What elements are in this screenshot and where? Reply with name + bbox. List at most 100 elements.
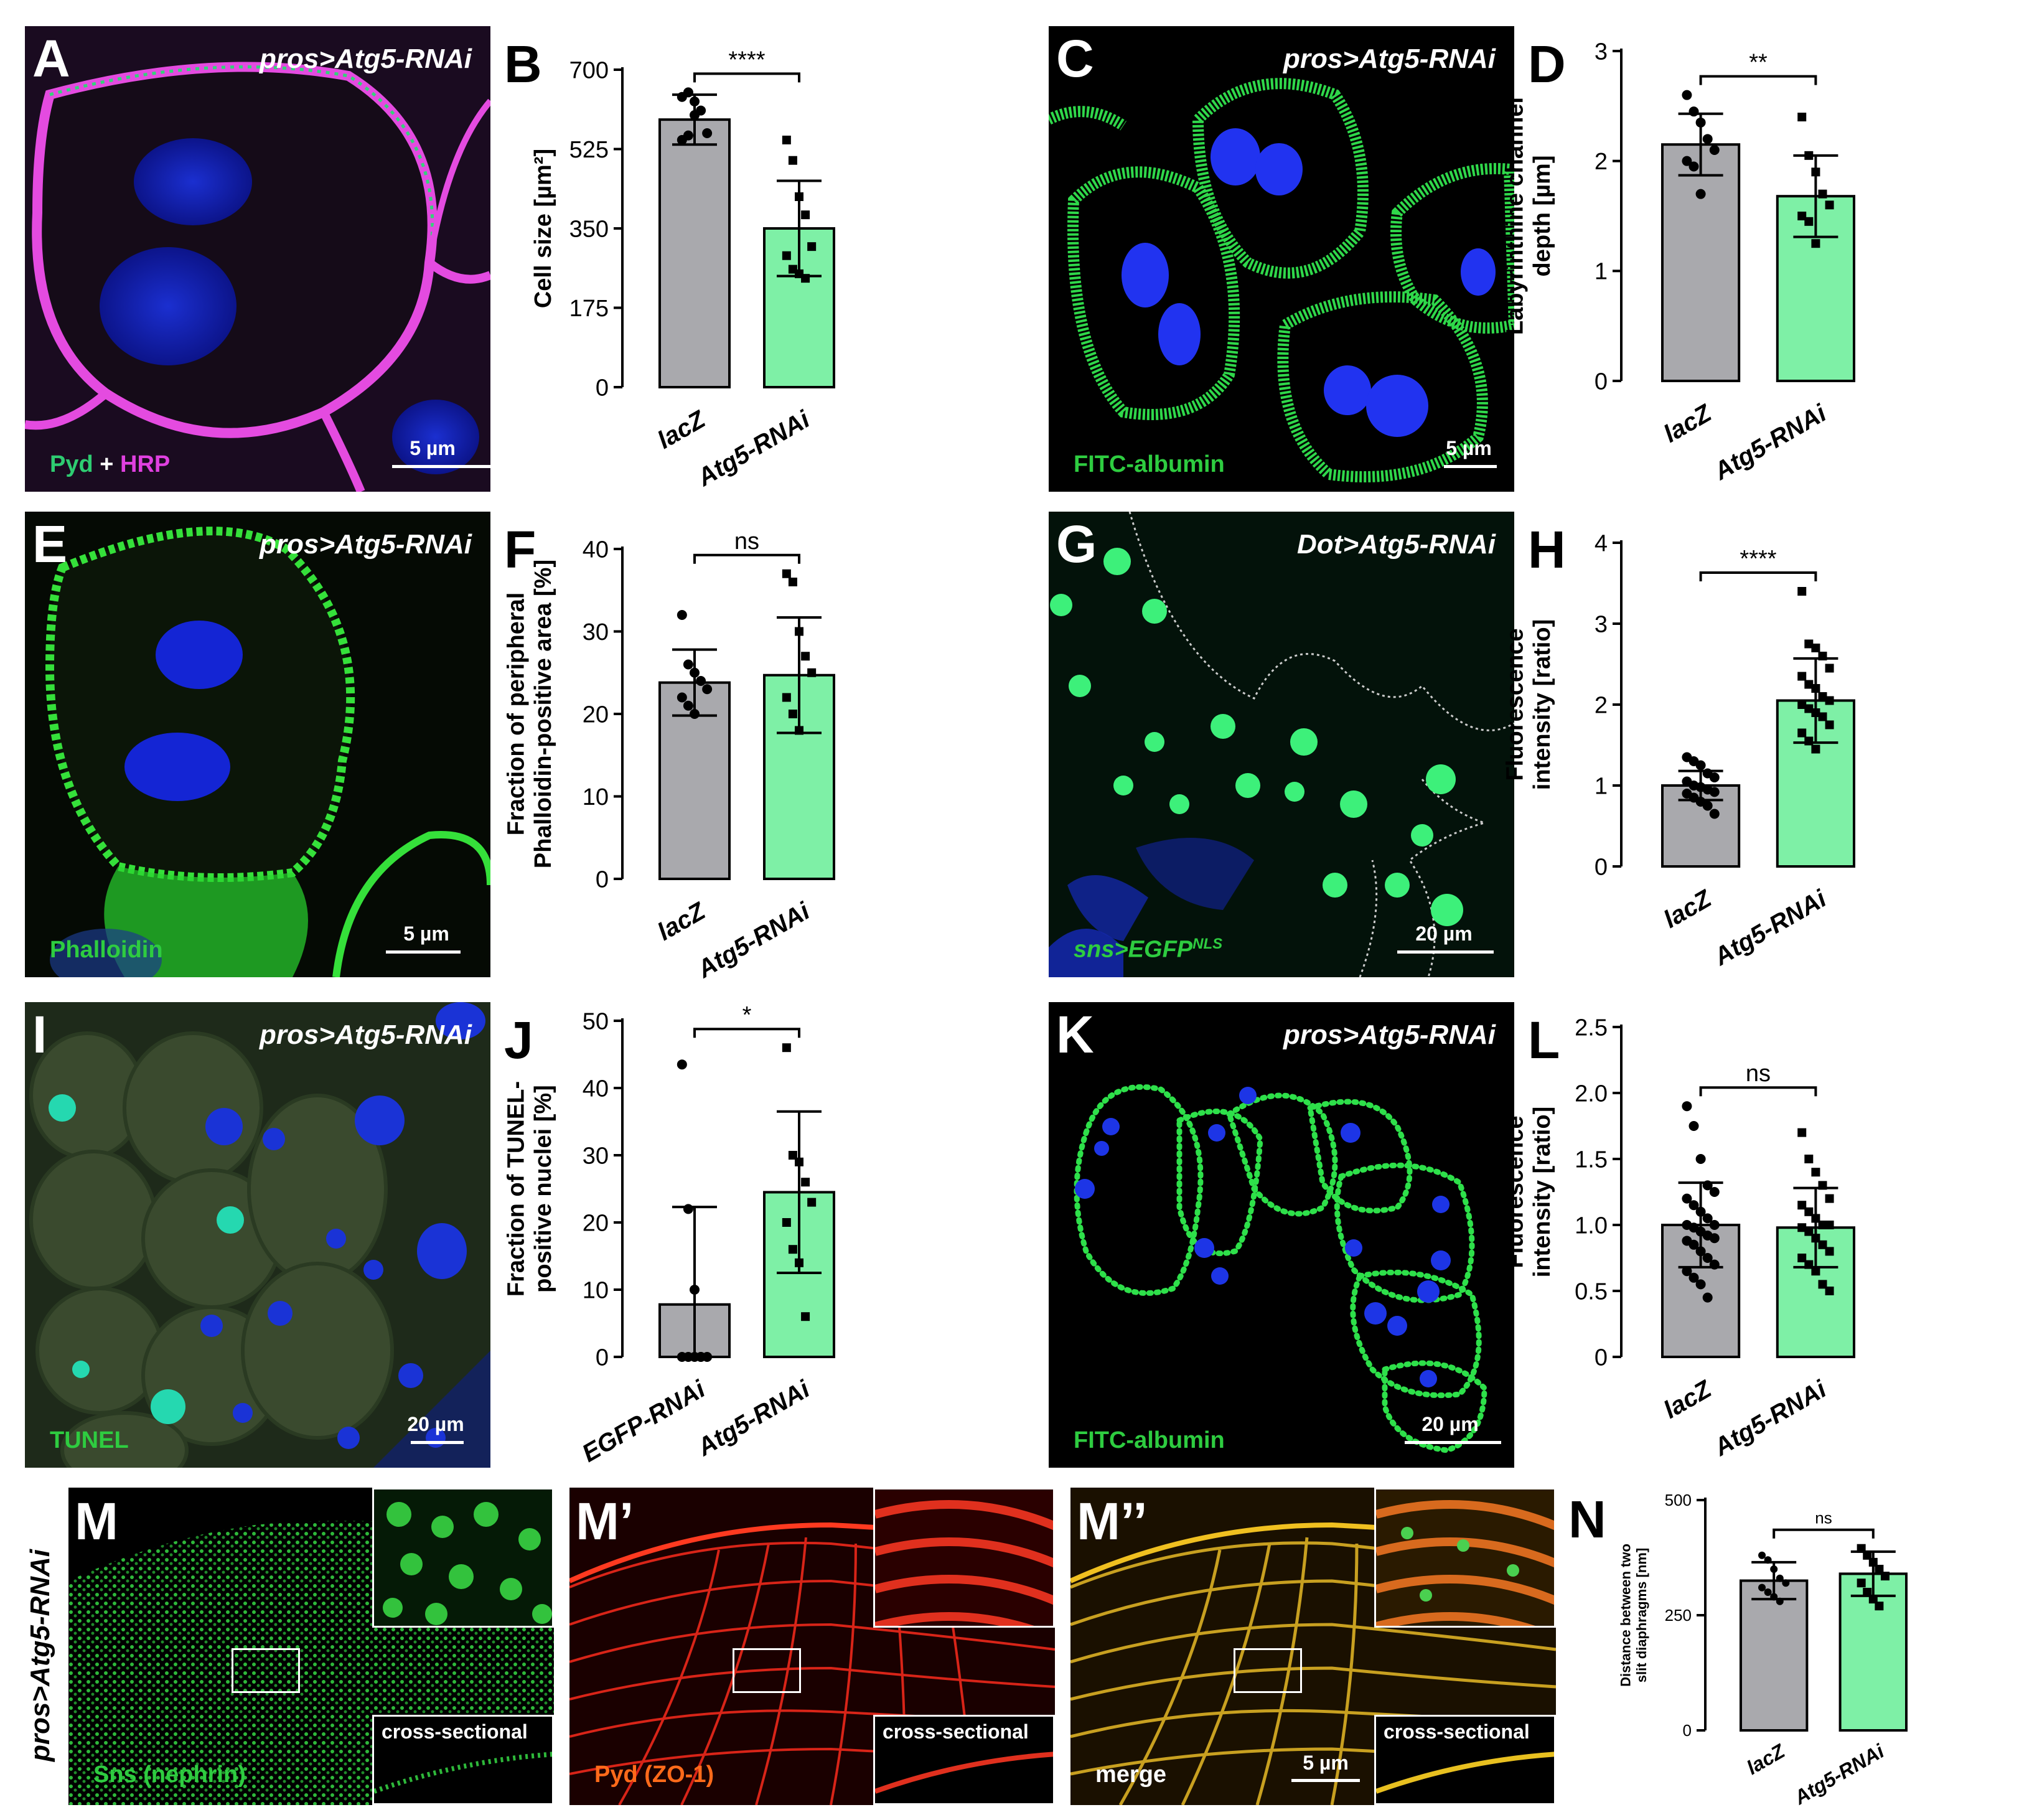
significance-label: * (742, 1002, 752, 1028)
genotype-label: pros>Atg5-RNAi (259, 529, 472, 560)
data-point (1695, 1279, 1706, 1290)
bar (763, 227, 835, 388)
data-point (1682, 90, 1692, 100)
data-point (1811, 644, 1820, 652)
data-point (1758, 1551, 1766, 1559)
data-point (1825, 1221, 1834, 1229)
data-point (677, 610, 687, 620)
data-point (1688, 161, 1699, 172)
data-point (1682, 1101, 1692, 1112)
data-point (1797, 1201, 1807, 1210)
panel-a-image (25, 26, 490, 492)
y-tick-label: 1 (1595, 259, 1608, 285)
stain-label: Sns (nephrin) (93, 1761, 246, 1788)
panel-label: L (1528, 1011, 1560, 1069)
y-tick-label: 525 (569, 137, 609, 163)
inset-label: cross-sectional (883, 1720, 1029, 1743)
y-tick-label: 0 (1595, 368, 1608, 395)
chart-svg: F 0 10 20 30 40 Fraction of peripheral Phalloid… (503, 520, 835, 983)
panel-h-chart: H 0 1 2 3 4 Fluorescence intensity [ratio] lacZ A… (1502, 512, 2042, 977)
data-point (1688, 106, 1699, 117)
panel-label: F (504, 520, 536, 579)
data-point (683, 87, 693, 98)
y-tick-label: 0.5 (1575, 1278, 1608, 1305)
panel-m-prime-micrograph: cross-sectional M’ Pyd (ZO-1) (569, 1488, 1055, 1805)
panel-label: K (1056, 1005, 1094, 1064)
panel-k-image (1049, 1002, 1514, 1468)
y-tick-label: 1 (1595, 773, 1608, 799)
significance-label: ns (1815, 1509, 1832, 1527)
data-point (1818, 1181, 1827, 1190)
data-point (1695, 1206, 1706, 1217)
cross-section-image (1376, 1752, 1554, 1794)
data-point (683, 1204, 693, 1214)
data-point (1825, 696, 1834, 705)
data-point (1709, 1233, 1720, 1244)
data-point (1797, 1254, 1807, 1262)
data-point (1804, 680, 1814, 689)
stain-superscript: NLS (1192, 936, 1223, 953)
y-tick-label: 2 (1595, 149, 1608, 175)
panel-k-micrograph: K pros>Atg5-RNAi FITC-albumin 20 µm (1049, 1002, 1514, 1468)
data-point (1804, 1227, 1814, 1236)
data-point (1857, 1544, 1866, 1553)
data-point (690, 1285, 700, 1295)
scale-bar (411, 1441, 464, 1444)
data-point (807, 1198, 817, 1207)
panel-l-chart: L 0 0.5 1.0 1.5 2.0 2.5 Fluorescence intensity [… (1502, 1002, 2042, 1468)
significance-label: **** (1740, 546, 1776, 572)
scale-bar-label: 5 µm (1446, 437, 1492, 459)
data-point (1825, 664, 1834, 673)
y-tick-label: 50 (583, 1008, 609, 1034)
scale-bar (392, 465, 490, 468)
x-category-label: Atg5-RNAi (1709, 399, 1832, 485)
data-point (788, 156, 797, 165)
y-tick-label: 250 (1665, 1606, 1692, 1625)
y-tick-label: 0 (1595, 1344, 1608, 1371)
panel-g-image (1049, 512, 1514, 977)
data-point (1709, 1259, 1720, 1270)
data-point (690, 667, 700, 678)
data-point (1825, 200, 1834, 210)
data-point (1770, 1565, 1778, 1573)
bar (1740, 1579, 1809, 1732)
data-point (683, 659, 693, 670)
scale-bar (386, 950, 461, 954)
cross-section-inset: cross-sectional (1374, 1715, 1556, 1805)
data-point (1880, 1572, 1890, 1581)
data-point (1857, 1578, 1866, 1588)
data-point (1811, 684, 1820, 693)
data-point (690, 709, 700, 719)
data-point (1811, 167, 1820, 177)
panel-label: M (75, 1492, 118, 1550)
data-point (702, 684, 713, 695)
data-point (1688, 1200, 1699, 1211)
chart-svg: D 0 1 2 3 Labyrinthine channel depth [µm] lacZA… (1502, 35, 1855, 485)
data-point (696, 676, 706, 686)
stain-plus: + (93, 451, 121, 477)
stain-label: sns>EGFPNLS (1074, 936, 1222, 964)
scale-bar-label: 5 µm (1303, 1752, 1349, 1774)
data-point (1825, 1247, 1834, 1256)
cross-section-image (875, 1752, 1053, 1794)
stain-label: TUNEL (50, 1427, 129, 1453)
chart-svg: J 0 10 20 30 40 50 Fraction of TUNEL-positive n… (503, 1002, 835, 1468)
y-tick-label: 3 (1595, 611, 1608, 637)
x-category-label: Atg5-RNAi (1709, 884, 1832, 971)
x-category-label: Atg5-RNAi (1790, 1739, 1888, 1809)
data-point (1797, 1223, 1807, 1232)
y-axis-label: Fraction of peripheral (503, 593, 529, 836)
data-point (1764, 1588, 1772, 1596)
data-point (788, 1245, 797, 1254)
y-tick-label: 2.5 (1575, 1015, 1608, 1041)
x-category-label: Atg5-RNAi (1709, 1375, 1832, 1461)
y-axis-label: Distance between two (1618, 1544, 1634, 1687)
data-point (1702, 1253, 1713, 1263)
y-tick-label: 10 (583, 784, 609, 810)
data-point (1682, 1193, 1692, 1204)
panel-label: J (504, 1011, 533, 1069)
data-point (1688, 1121, 1699, 1131)
data-point (1811, 1214, 1820, 1223)
data-point (1811, 1234, 1820, 1243)
panel-j-chart: J 0 10 20 30 40 50 Fraction of TUNEL-positive n… (503, 1002, 1027, 1468)
